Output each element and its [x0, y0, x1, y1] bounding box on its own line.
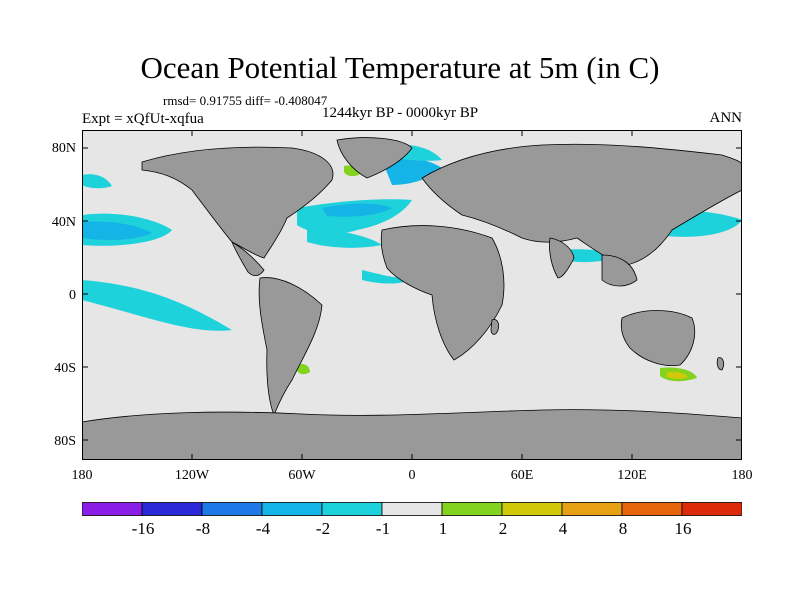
- antarctica: [82, 409, 742, 460]
- colorbar-label: -1: [375, 519, 391, 538]
- lat-label: 0: [69, 288, 76, 303]
- colorbar-label: -4: [255, 519, 271, 538]
- north-america: [141, 146, 334, 259]
- colorbar-box: [201, 502, 263, 516]
- cool-anomaly-patch: [82, 221, 152, 241]
- south-america: [258, 277, 323, 417]
- colorbar-box: [321, 502, 383, 516]
- warm-anomaly-patch: [297, 363, 310, 375]
- colorbar-box: [261, 502, 323, 516]
- africa: [380, 225, 505, 361]
- cool-anomaly-patch: [322, 203, 392, 217]
- colorbar-box: [441, 502, 503, 516]
- stats-text: rmsd= 0.91755 diff= -0.408047: [163, 93, 328, 108]
- colorbar-box: [501, 502, 563, 516]
- colorbar-label: 4: [558, 519, 568, 538]
- colorbar-label: 2: [498, 519, 508, 538]
- colorbar-label: -2: [315, 519, 331, 538]
- colorbar-label: -16: [131, 519, 155, 538]
- colorbar-label: 16: [674, 519, 692, 538]
- cool-anomaly-patch: [82, 174, 112, 189]
- colorbar: [82, 502, 742, 516]
- lon-label: 120W: [174, 468, 210, 483]
- madagascar: [490, 319, 500, 335]
- lon-label: 60E: [510, 468, 534, 483]
- lon-label: 60W: [288, 468, 316, 483]
- lat-label: 80S: [54, 434, 76, 449]
- new-zealand: [716, 357, 725, 371]
- colorbar-box: [141, 502, 203, 516]
- australia: [620, 310, 696, 367]
- land-layer: [82, 137, 742, 460]
- colorbar-box: [561, 502, 623, 516]
- lat-label: 40S: [54, 361, 76, 376]
- warm-anomaly-layer: [260, 165, 697, 382]
- lon-label: 180: [71, 468, 93, 483]
- lon-label: 120E: [617, 468, 647, 483]
- colorbar-box: [82, 502, 143, 516]
- colorbar-label: 8: [618, 519, 628, 538]
- experiment-label: Expt = xQfUt-xqfua: [82, 111, 204, 127]
- period-label: 1244kyr BP - 0000kyr BP: [321, 105, 479, 121]
- colorbar-box: [621, 502, 683, 516]
- colorbar-label: -8: [195, 519, 211, 538]
- plot-title: Ocean Potential Temperature at 5m (in C): [140, 50, 660, 85]
- colorbar-box: [381, 502, 443, 516]
- india: [549, 237, 575, 279]
- colorbar-label: 1: [438, 519, 448, 538]
- cool-anomaly-patch: [382, 157, 442, 185]
- greenland: [336, 137, 413, 179]
- southeast-asia: [601, 254, 638, 287]
- lon-label: 0: [408, 468, 416, 483]
- cool-anomaly-patch: [307, 229, 382, 248]
- lat-label: 40N: [51, 215, 76, 230]
- europe-asia: [421, 143, 742, 266]
- map-panel: [82, 130, 742, 460]
- central-america: [231, 241, 265, 276]
- lon-label: 180: [731, 468, 753, 483]
- colorbar-box: [681, 502, 742, 516]
- lat-label: 80N: [51, 141, 76, 156]
- cool-anomaly-patch: [82, 280, 232, 331]
- season-label: ANN: [709, 110, 743, 126]
- warm-anomaly-patch: [667, 371, 688, 379]
